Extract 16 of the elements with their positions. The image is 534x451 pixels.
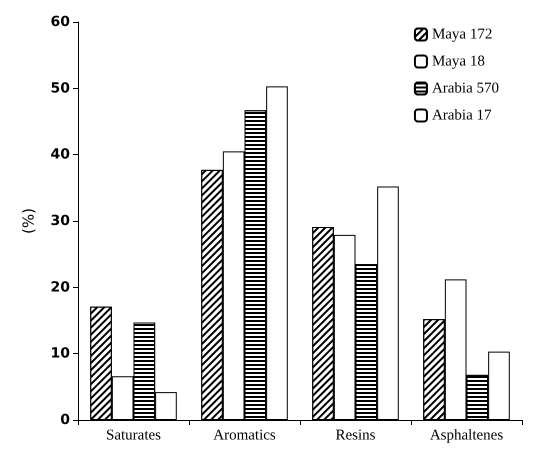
y-tick-label: 20 — [50, 279, 70, 296]
legend-label: Arabia 570 — [432, 80, 499, 96]
legend-label: Arabia 17 — [432, 108, 492, 124]
y-tick-label: 30 — [50, 213, 70, 229]
y-axis-title: (%) — [20, 208, 38, 234]
legend-label: Maya 172 — [432, 26, 492, 42]
y-tick-label: 50 — [50, 80, 70, 96]
y-tick-label: 40 — [50, 146, 70, 163]
x-tick-label: Resins — [335, 428, 376, 444]
y-tick-label: 10 — [50, 346, 70, 362]
x-tick-label: Asphaltenes — [430, 428, 504, 444]
x-tick-label: Saturates — [106, 428, 162, 444]
y-tick-label: 60 — [50, 14, 70, 30]
x-tick-label: Aromatics — [213, 428, 276, 444]
legend-label: Maya 18 — [432, 54, 485, 70]
y-tick-label: 0 — [60, 412, 70, 428]
